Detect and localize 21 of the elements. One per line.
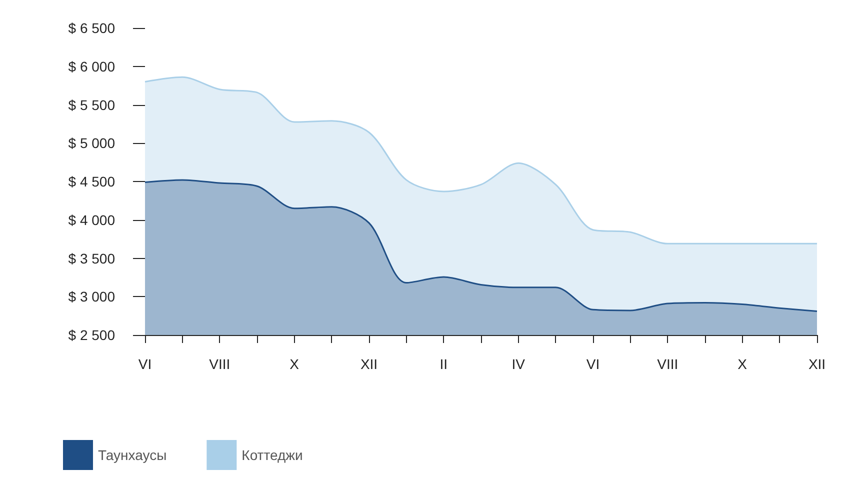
x-tick-label: IV [512, 356, 526, 372]
x-tick-label: II [440, 356, 448, 372]
legend-label: Коттеджи [242, 447, 303, 463]
y-tick-label: $ 6 000 [68, 58, 116, 74]
x-tick-label: VIII [657, 356, 678, 372]
x-tick-label: VI [586, 356, 600, 372]
y-tick-label: $ 5 500 [68, 96, 116, 113]
x-tick-label: VI [138, 356, 152, 372]
y-tick-label: $ 3 000 [68, 288, 116, 305]
y-tick-label: $ 5 000 [68, 135, 116, 152]
y-tick-label: $ 4 000 [68, 212, 116, 228]
y-tick-label: $ 4 500 [68, 174, 116, 190]
y-tick-label: $ 6 500 [68, 20, 116, 36]
x-tick-label: VIII [209, 356, 230, 372]
y-tick-label: $ 3 500 [68, 250, 116, 266]
x-tick-label: XII [808, 356, 826, 372]
x-tick-label: X [290, 356, 300, 372]
x-tick-label: X [738, 356, 748, 372]
legend-label: Таунхаусы [98, 447, 167, 463]
y-tick-label: $ 2 500 [68, 327, 116, 343]
x-tick-label: XII [360, 356, 378, 372]
